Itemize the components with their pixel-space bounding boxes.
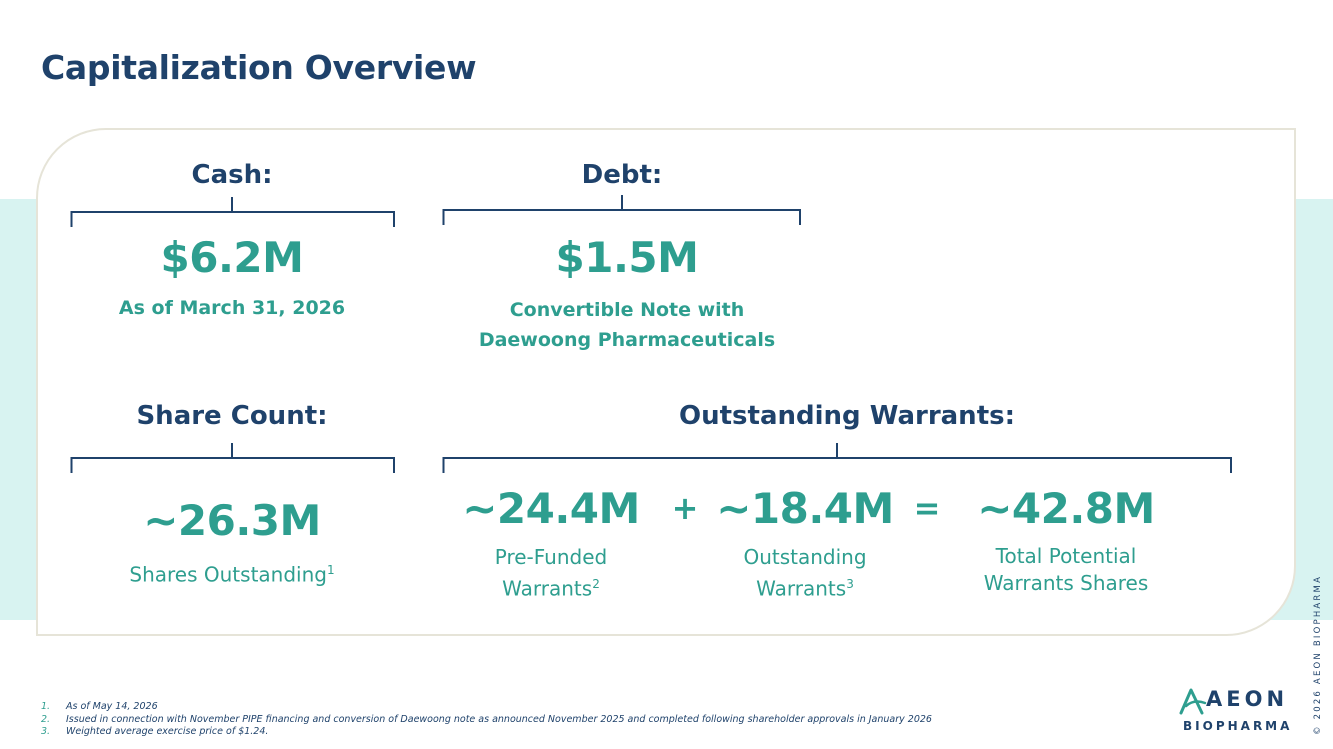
footnote-3: 3. Weighted average exercise price of $1.… [41, 726, 932, 739]
footnote-2: 2. Issued in connection with November PIP… [41, 714, 932, 727]
total-warrants-line1: Total Potential [995, 544, 1137, 568]
prefunded-warrants-line2-text: Warrants [502, 576, 593, 601]
total-warrants-line2: Warrants Shares [983, 571, 1149, 595]
outstanding-warrants-value: ~18.4M [716, 484, 894, 533]
outstanding-warrants-line2-text: Warrants [756, 576, 847, 601]
prefunded-warrants-line2: Warrants2 [446, 571, 656, 603]
prefunded-warrants-line1: Pre-Funded [494, 545, 608, 569]
footnote-number: 3. [41, 726, 51, 737]
logo-subtitle: BIOPHARMA [1183, 719, 1293, 733]
footnote-text: As of May 14, 2026 [66, 701, 158, 712]
share-count-heading: Share Count: [136, 401, 328, 431]
debt-bracket [442, 195, 801, 225]
footnote-ref-3: 3 [846, 577, 854, 591]
footnote-ref-1: 1 [326, 563, 335, 577]
copyright-notice: © 2026 AEON BIOPHARMA [1313, 574, 1323, 735]
equals-sign: = [913, 489, 941, 527]
prefunded-warrants-value: ~24.4M [462, 484, 640, 533]
logo-wordmark: AEON [1206, 687, 1289, 711]
debt-value: $1.5M [555, 233, 699, 282]
debt-heading: Debt: [581, 160, 663, 190]
cash-caption: As of March 31, 2026 [118, 297, 346, 319]
shares-caption-text: Shares Outstanding [129, 562, 327, 587]
cash-bracket [70, 197, 395, 227]
share-count-bracket [70, 443, 395, 473]
logo-mark-icon [1179, 688, 1207, 715]
outstanding-warrants-line1: Outstanding [743, 545, 867, 569]
debt-caption-line2: Daewoong Pharmaceuticals [478, 329, 776, 351]
outstanding-warrants-line2: Warrants3 [700, 571, 910, 603]
cash-heading: Cash: [191, 160, 273, 190]
plus-sign: + [671, 489, 699, 527]
warrants-bracket [442, 443, 1232, 473]
debt-caption-line1: Convertible Note with [509, 299, 745, 321]
shares-value: ~26.3M [143, 496, 321, 545]
footnote-ref-2: 2 [592, 577, 600, 591]
cash-value: $6.2M [160, 233, 304, 282]
warrants-heading: Outstanding Warrants: [679, 401, 1015, 431]
footnotes: 1. As of May 14, 2026 2. Issued in connect… [41, 701, 932, 739]
footnote-text: Issued in connection with November PIPE … [66, 713, 932, 725]
footnote-number: 2. [41, 713, 51, 725]
shares-caption: Shares Outstanding1 [71, 557, 393, 589]
footnote-number: 1. [41, 701, 51, 712]
footnote-1: 1. As of May 14, 2026 [41, 701, 932, 714]
footnote-text: Weighted average exercise price of $1.24… [66, 726, 269, 737]
total-warrants-value: ~42.8M [977, 484, 1155, 533]
page-title: Capitalization Overview [41, 48, 477, 87]
aeon-biopharma-logo: AEON BIOPHARMA [1178, 686, 1290, 736]
